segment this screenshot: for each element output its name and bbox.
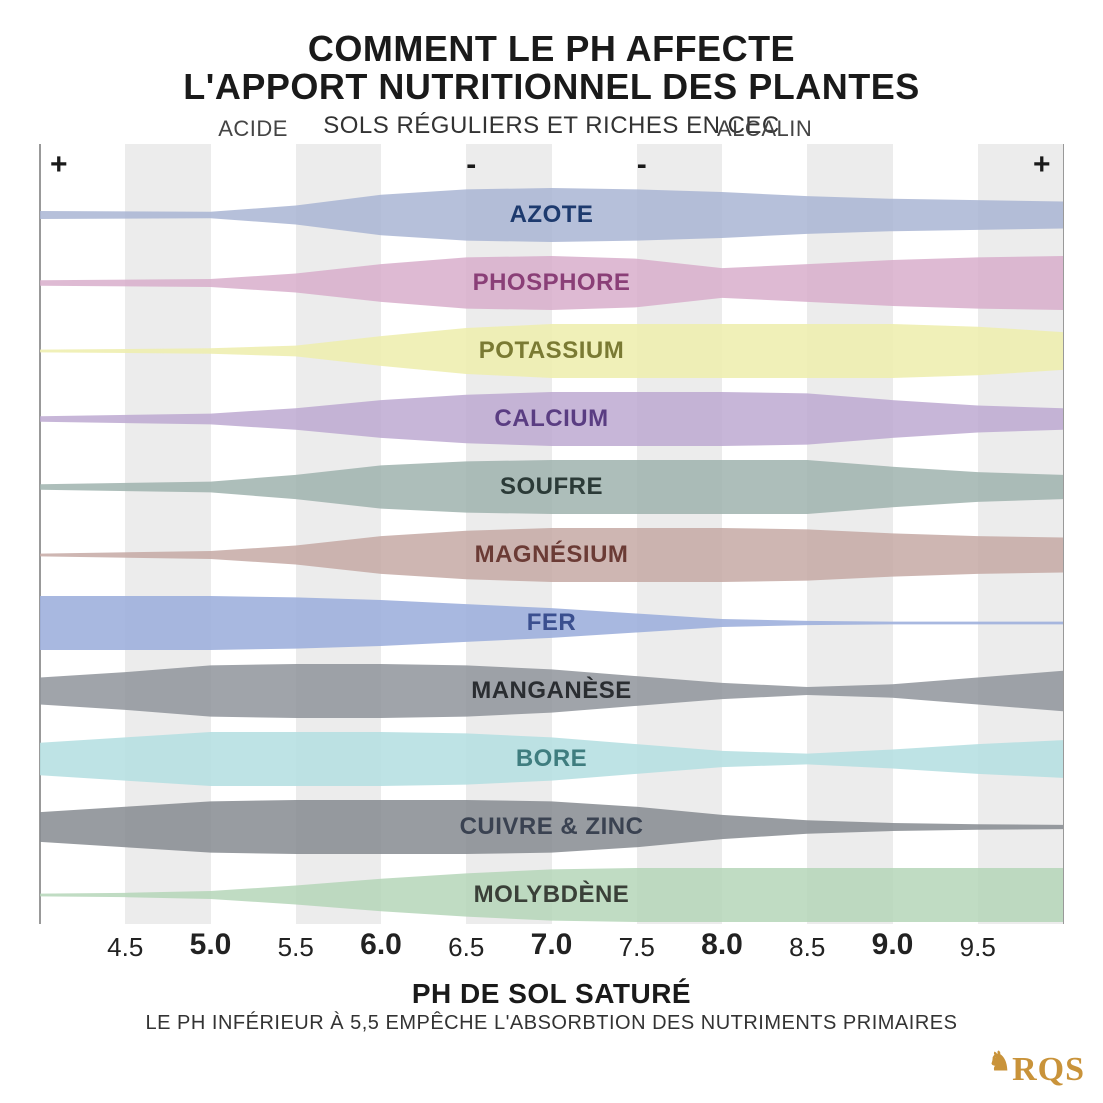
band-shape	[40, 592, 1063, 654]
nutrient-row: FER	[40, 592, 1063, 654]
axis-tick: 6.0	[360, 928, 402, 962]
nutrient-row: MOLYBDÈNE	[40, 864, 1063, 926]
nutrient-row: MANGANÈSE	[40, 660, 1063, 722]
band-shape	[40, 660, 1063, 722]
chart-area: +--+ACIDEALCALINAZOTEPHOSPHOREPOTASSIUMC…	[40, 144, 1063, 924]
axis-tick: 8.5	[789, 932, 825, 963]
nutrient-row: CUIVRE & ZINC	[40, 796, 1063, 858]
band-shape	[40, 864, 1063, 926]
axis-tick: 5.5	[278, 932, 314, 963]
band-shape	[40, 252, 1063, 314]
title-line2: L'APPORT NUTRITIONNEL DES PLANTES	[0, 68, 1103, 106]
footer: PH DE SOL SATURÉ LE PH INFÉRIEUR À 5,5 E…	[0, 978, 1103, 1035]
band-shape	[40, 184, 1063, 246]
lion-icon: ♞	[988, 1047, 1012, 1076]
axis-tick: 7.5	[619, 932, 655, 963]
acid-label: ACIDE	[218, 116, 288, 142]
axis-tick: 7.0	[531, 928, 573, 962]
subtitle: SOLS RÉGULIERS ET RICHES EN CEC	[0, 112, 1103, 140]
band-shape	[40, 456, 1063, 518]
minus-right: -	[637, 148, 647, 182]
nutrient-row: CALCIUM	[40, 388, 1063, 450]
nutrient-row: SOUFRE	[40, 456, 1063, 518]
title-line1: COMMENT LE PH AFFECTE	[0, 30, 1103, 68]
nutrient-row: PHOSPHORE	[40, 252, 1063, 314]
nutrient-row: POTASSIUM	[40, 320, 1063, 382]
band-shape	[40, 728, 1063, 790]
bands: AZOTEPHOSPHOREPOTASSIUMCALCIUMSOUFREMAGN…	[40, 184, 1063, 932]
axis-tick: 9.5	[960, 932, 996, 963]
alk-label: ALCALIN	[717, 116, 812, 142]
plus-left: +	[50, 148, 68, 182]
band-shape	[40, 796, 1063, 858]
plus-right: +	[1033, 148, 1051, 182]
nutrient-row: MAGNÉSIUM	[40, 524, 1063, 586]
axis-tick: 6.5	[448, 932, 484, 963]
band-shape	[40, 388, 1063, 450]
nutrient-row: AZOTE	[40, 184, 1063, 246]
logo-text: RQS	[1012, 1051, 1085, 1088]
x-axis: 4.5 5.0 5.5 6.0 6.5 7.0 7.5 8.0 8.5 9.0 9.5	[40, 924, 1063, 974]
band-shape	[40, 320, 1063, 382]
logo: ♞RQS	[988, 1051, 1085, 1089]
band-shape	[40, 524, 1063, 586]
axis-tick: 5.0	[190, 928, 232, 962]
axis-tick: 9.0	[872, 928, 914, 962]
axis-title: PH DE SOL SATURÉ	[0, 978, 1103, 1010]
axis-tick: 4.5	[107, 932, 143, 963]
minus-left: -	[466, 148, 476, 182]
page: COMMENT LE PH AFFECTE L'APPORT NUTRITION…	[0, 0, 1103, 1103]
footnote: LE PH INFÉRIEUR À 5,5 EMPÊCHE L'ABSORBTI…	[0, 1012, 1103, 1035]
axis-tick: 8.0	[701, 928, 743, 962]
nutrient-row: BORE	[40, 728, 1063, 790]
title-block: COMMENT LE PH AFFECTE L'APPORT NUTRITION…	[0, 30, 1103, 140]
